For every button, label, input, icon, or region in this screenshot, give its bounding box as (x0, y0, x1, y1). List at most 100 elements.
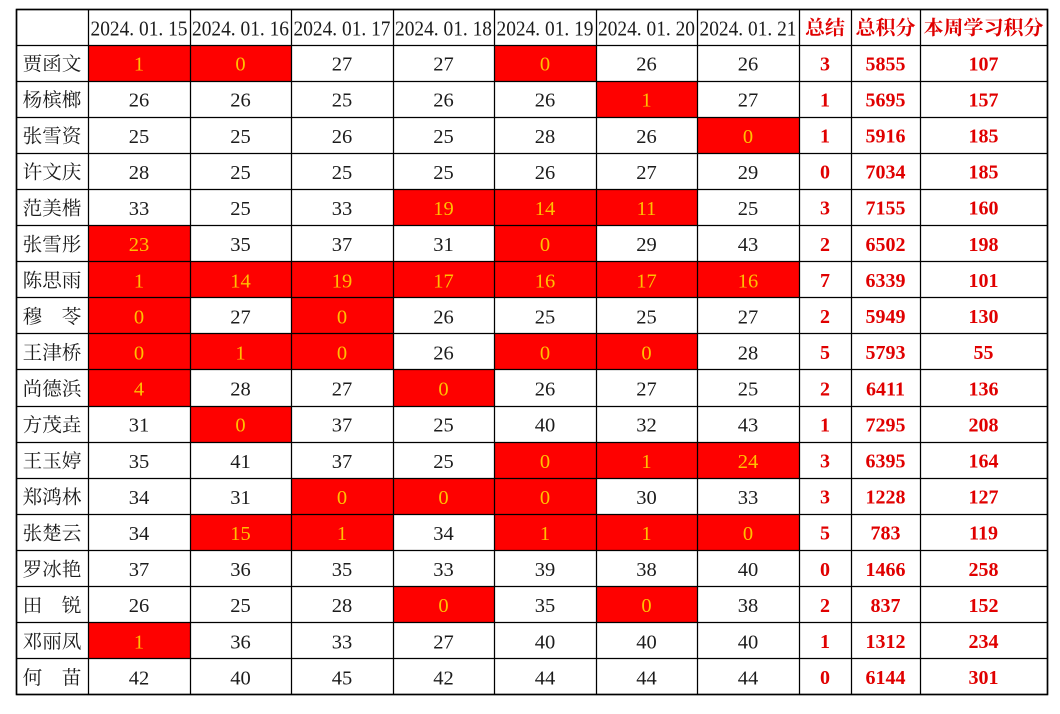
svg-text:1: 1 (337, 523, 347, 545)
svg-text:37: 37 (332, 415, 353, 437)
svg-text:26: 26 (535, 90, 556, 112)
svg-text:32: 32 (636, 415, 657, 437)
svg-text:38: 38 (636, 559, 657, 581)
svg-text:258: 258 (969, 559, 999, 581)
svg-text:39: 39 (535, 559, 556, 581)
svg-text:41: 41 (230, 451, 251, 473)
svg-text:0: 0 (438, 379, 448, 401)
svg-text:7034: 7034 (866, 162, 906, 184)
svg-text:1312: 1312 (866, 631, 906, 653)
svg-text:5855: 5855 (866, 53, 906, 75)
svg-text:2: 2 (820, 595, 830, 617)
svg-text:5: 5 (820, 523, 830, 545)
svg-text:25: 25 (230, 198, 251, 220)
svg-text:0: 0 (438, 487, 448, 509)
svg-text:2: 2 (820, 306, 830, 328)
svg-text:19: 19 (332, 270, 353, 292)
svg-text:27: 27 (738, 90, 759, 112)
svg-text:40: 40 (535, 631, 556, 653)
svg-text:3: 3 (820, 451, 830, 473)
svg-text:34: 34 (433, 523, 454, 545)
svg-text:43: 43 (738, 234, 759, 256)
svg-text:26: 26 (636, 54, 657, 76)
svg-text:28: 28 (230, 379, 251, 401)
svg-text:2: 2 (820, 378, 830, 400)
svg-text:25: 25 (738, 379, 759, 401)
svg-text:1: 1 (641, 523, 651, 545)
svg-text:40: 40 (738, 559, 759, 581)
svg-text:11: 11 (637, 198, 657, 220)
svg-text:15: 15 (230, 523, 251, 545)
svg-text:27: 27 (332, 54, 353, 76)
svg-text:25: 25 (230, 162, 251, 184)
svg-text:301: 301 (969, 667, 999, 689)
svg-text:1: 1 (820, 89, 830, 111)
svg-text:1: 1 (641, 451, 651, 473)
svg-text:0: 0 (337, 343, 347, 365)
svg-text:42: 42 (433, 668, 454, 690)
svg-text:0: 0 (438, 595, 448, 617)
svg-text:6411: 6411 (866, 378, 905, 400)
svg-text:1: 1 (820, 126, 830, 148)
svg-text:25: 25 (129, 126, 150, 148)
svg-text:2: 2 (820, 234, 830, 256)
svg-text:160: 160 (969, 198, 999, 220)
svg-text:43: 43 (738, 415, 759, 437)
svg-text:42: 42 (129, 668, 150, 690)
svg-text:1: 1 (235, 343, 245, 365)
svg-text:0: 0 (820, 667, 830, 689)
svg-text:33: 33 (738, 487, 759, 509)
svg-text:185: 185 (969, 162, 999, 184)
svg-text:5916: 5916 (866, 126, 906, 148)
svg-text:26: 26 (738, 54, 759, 76)
svg-text:6339: 6339 (866, 270, 906, 292)
svg-text:1: 1 (134, 631, 144, 653)
svg-text:55: 55 (974, 342, 994, 364)
svg-text:34: 34 (129, 523, 150, 545)
svg-text:127: 127 (969, 487, 999, 509)
svg-text:33: 33 (332, 631, 353, 653)
svg-text:1228: 1228 (866, 487, 906, 509)
svg-text:0: 0 (235, 54, 245, 76)
svg-text:3: 3 (820, 53, 830, 75)
svg-text:25: 25 (433, 451, 454, 473)
svg-text:198: 198 (969, 234, 999, 256)
svg-text:17: 17 (433, 270, 454, 292)
svg-text:0: 0 (820, 162, 830, 184)
svg-text:0: 0 (743, 126, 753, 148)
svg-text:26: 26 (433, 343, 454, 365)
svg-text:26: 26 (332, 126, 353, 148)
svg-text:1: 1 (820, 414, 830, 436)
svg-text:44: 44 (738, 668, 759, 690)
svg-text:25: 25 (332, 162, 353, 184)
svg-text:25: 25 (230, 126, 251, 148)
svg-text:107: 107 (969, 53, 999, 75)
svg-text:33: 33 (332, 198, 353, 220)
svg-text:40: 40 (738, 631, 759, 653)
svg-text:44: 44 (636, 668, 657, 690)
svg-text:0: 0 (641, 343, 651, 365)
svg-text:157: 157 (969, 89, 999, 111)
svg-text:26: 26 (636, 126, 657, 148)
svg-text:35: 35 (129, 451, 150, 473)
svg-text:35: 35 (230, 234, 251, 256)
svg-text:27: 27 (230, 306, 251, 328)
svg-text:0: 0 (641, 595, 651, 617)
svg-text:0: 0 (134, 343, 144, 365)
svg-text:0: 0 (337, 306, 347, 328)
svg-text:25: 25 (636, 306, 657, 328)
svg-text:164: 164 (969, 451, 999, 473)
svg-text:31: 31 (230, 487, 251, 509)
svg-text:2024. 01. 17: 2024. 01. 17 (294, 17, 391, 41)
svg-text:6395: 6395 (866, 451, 906, 473)
svg-text:2024. 01. 18: 2024. 01. 18 (395, 17, 492, 41)
svg-text:25: 25 (433, 126, 454, 148)
svg-text:2024. 01. 16: 2024. 01. 16 (192, 17, 289, 41)
svg-text:16: 16 (535, 270, 556, 292)
svg-text:6144: 6144 (866, 667, 906, 689)
svg-text:234: 234 (969, 631, 999, 653)
svg-text:27: 27 (433, 631, 454, 653)
svg-text:25: 25 (433, 415, 454, 437)
svg-text:7155: 7155 (866, 198, 906, 220)
svg-text:36: 36 (230, 559, 251, 581)
